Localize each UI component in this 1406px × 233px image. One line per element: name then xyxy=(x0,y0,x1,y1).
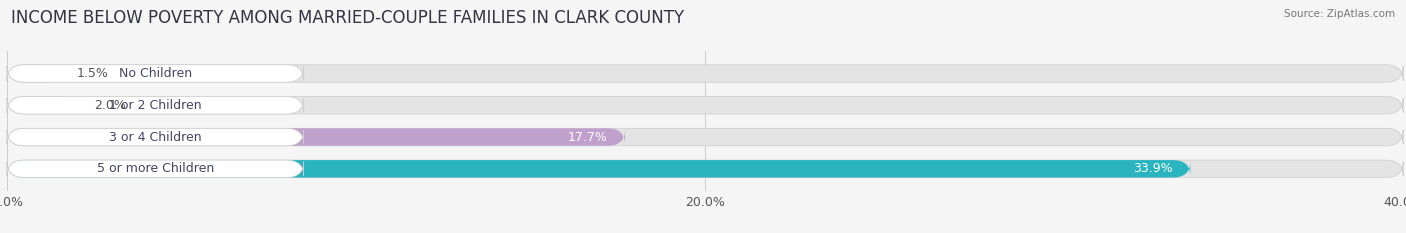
Text: 1 or 2 Children: 1 or 2 Children xyxy=(110,99,201,112)
FancyBboxPatch shape xyxy=(7,160,1191,178)
FancyBboxPatch shape xyxy=(7,160,1403,178)
FancyBboxPatch shape xyxy=(7,65,304,82)
Text: 1.5%: 1.5% xyxy=(77,67,108,80)
Text: 5 or more Children: 5 or more Children xyxy=(97,162,214,175)
FancyBboxPatch shape xyxy=(7,96,304,114)
FancyBboxPatch shape xyxy=(7,65,1403,82)
Text: 3 or 4 Children: 3 or 4 Children xyxy=(110,130,201,144)
FancyBboxPatch shape xyxy=(7,128,624,146)
FancyBboxPatch shape xyxy=(7,65,59,82)
Text: 2.0%: 2.0% xyxy=(94,99,127,112)
Text: 17.7%: 17.7% xyxy=(568,130,607,144)
Text: Source: ZipAtlas.com: Source: ZipAtlas.com xyxy=(1284,9,1395,19)
Text: No Children: No Children xyxy=(120,67,193,80)
FancyBboxPatch shape xyxy=(7,96,77,114)
FancyBboxPatch shape xyxy=(7,128,1403,146)
FancyBboxPatch shape xyxy=(7,160,304,178)
FancyBboxPatch shape xyxy=(7,96,1403,114)
FancyBboxPatch shape xyxy=(7,128,304,146)
Text: 33.9%: 33.9% xyxy=(1133,162,1173,175)
Text: INCOME BELOW POVERTY AMONG MARRIED-COUPLE FAMILIES IN CLARK COUNTY: INCOME BELOW POVERTY AMONG MARRIED-COUPL… xyxy=(11,9,685,27)
